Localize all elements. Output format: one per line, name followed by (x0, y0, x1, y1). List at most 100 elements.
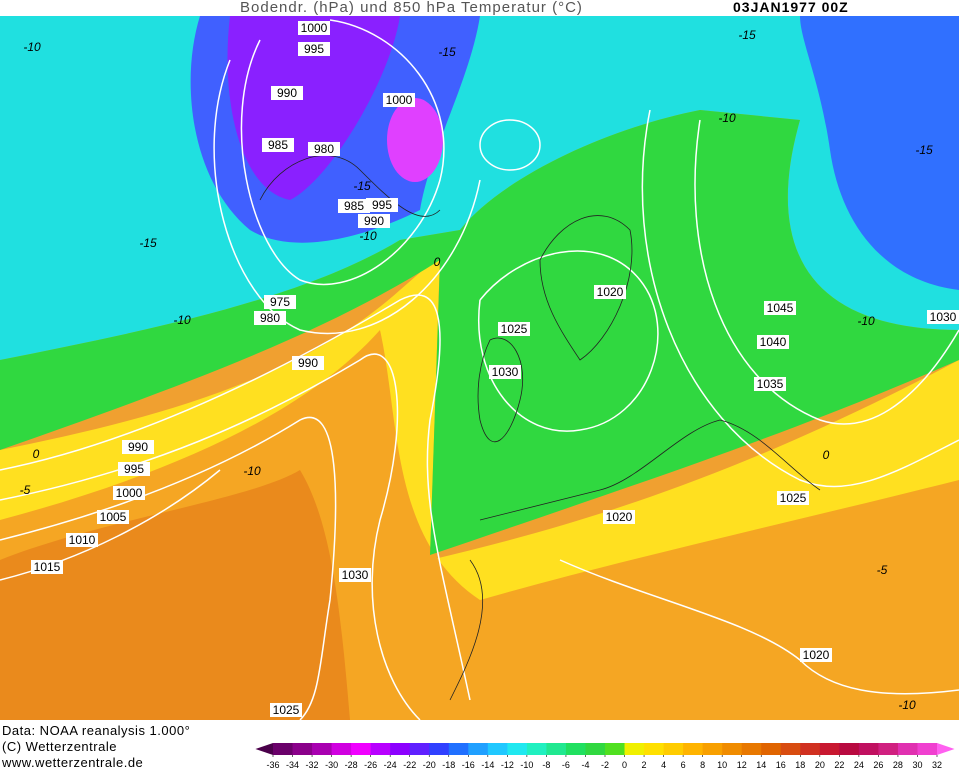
temperature-label: 0 (823, 448, 830, 462)
isobar-label: 990 (271, 86, 303, 100)
isobar-label-box (800, 648, 832, 662)
colorbar-segment (605, 743, 626, 755)
isobar-label-box (927, 310, 959, 324)
isobar-label-box (31, 560, 63, 574)
colorbar-segment (858, 743, 879, 755)
temperature-label: -5 (20, 483, 31, 497)
isobar-label-box (298, 21, 330, 35)
colorbar-segment (273, 743, 294, 755)
colorbar-segment (839, 743, 860, 755)
colorbar-segment (585, 743, 606, 755)
isobar (240, 19, 445, 286)
isobar (479, 119, 541, 171)
colorbar-segment (819, 743, 840, 755)
colorbar-segment (683, 743, 704, 755)
isobar-label-text: 990 (277, 86, 297, 100)
isobar (478, 250, 659, 432)
isobar-label-box (594, 285, 626, 299)
isobar-label-text: 1045 (767, 301, 794, 315)
isobar-label-box (308, 142, 340, 156)
website: www.wetterzentrale.de (1, 755, 143, 770)
isobar-label: 1005 (97, 510, 129, 524)
isobar-label-text: 1040 (760, 335, 787, 349)
isobar-label-text: 1020 (803, 648, 830, 662)
isobar-label-box (498, 322, 530, 336)
temperature-label: -15 (738, 28, 756, 42)
colorbar-tick-label: -8 (542, 760, 550, 770)
isobar-label-box (339, 568, 371, 582)
colorbar-segment (507, 743, 528, 755)
isobar-label-text: 1030 (930, 310, 957, 324)
colorbar-segment (546, 743, 567, 755)
isobar-label-box (754, 377, 786, 391)
isobar-label-box (270, 703, 302, 717)
colorbar-segment (370, 743, 391, 755)
isobar-label-text: 995 (304, 42, 324, 56)
temperature-label: -10 (173, 313, 191, 327)
isobar (0, 469, 221, 581)
colorbar-tick-label: 14 (756, 760, 766, 770)
colorbar-segment (897, 743, 918, 755)
colorbar-segment (448, 743, 469, 755)
isobar-label-text: 990 (364, 214, 384, 228)
isobar-label-text: 1000 (116, 486, 143, 500)
isobar-label: 1000 (113, 486, 145, 500)
colorbar-tick-label: -14 (481, 760, 494, 770)
isobar-label: 990 (358, 214, 390, 228)
isobar-label-box (777, 491, 809, 505)
map-title: Bodendr. (hPa) und 850 hPa Temperatur (°… (240, 0, 583, 16)
isobar-label: 995 (366, 198, 398, 212)
temperature-label: -10 (243, 464, 261, 478)
isobar-label-box (358, 214, 390, 228)
isobar-label: 980 (254, 311, 286, 325)
isobar-label: 1030 (489, 365, 521, 379)
isobar-label-text: 1010 (69, 533, 96, 547)
colorbar-segment (331, 743, 352, 755)
isobar-label-text: 1025 (273, 703, 300, 717)
colorbar-segment (565, 743, 586, 755)
colorbar-tick-label: -26 (364, 760, 377, 770)
isobar-label: 985 (262, 138, 294, 152)
colorbar-segment (624, 743, 645, 755)
isobar-label-text: 1020 (597, 285, 624, 299)
isobar-label-text: 985 (344, 199, 364, 213)
isobar (0, 353, 421, 721)
isobar (213, 59, 481, 335)
isobar-label: 1020 (594, 285, 626, 299)
colorbar-segment (292, 743, 313, 755)
isobar-label: 990 (122, 440, 154, 454)
isobar-label-text: 1030 (342, 568, 369, 582)
colorbar-tick-label: 18 (795, 760, 805, 770)
colorbar-tick-label: -28 (345, 760, 358, 770)
isobar-label-text: 1005 (100, 510, 127, 524)
colorbar-segment (741, 743, 762, 755)
isobar (641, 109, 959, 488)
colorbar-tick-label: -6 (562, 760, 570, 770)
colorbar-segment (917, 743, 938, 755)
isobar-label: 990 (292, 356, 324, 370)
colorbar-segment (487, 743, 508, 755)
extreme-cold-spot (387, 98, 443, 182)
isobar-label-box (292, 356, 324, 370)
colorbar-segment (468, 743, 489, 755)
colorbar-segment (780, 743, 801, 755)
colorbar-segment (878, 743, 899, 755)
temperature-label: -10 (23, 40, 41, 54)
extreme-cold-region (227, 16, 400, 200)
isobar-label: 1035 (754, 377, 786, 391)
colorbar-arrow-high (937, 743, 955, 755)
temperature-label: -10 (857, 314, 875, 328)
colorbar-segment (429, 743, 450, 755)
colorbar-tick-label: 4 (661, 760, 666, 770)
isobar-label: 995 (118, 462, 150, 476)
colorbar-segment (312, 743, 333, 755)
isobar-label-text: 1020 (606, 510, 633, 524)
isobar-label: 1030 (339, 568, 371, 582)
colorbar: -36 -34 -32 -30 -28 -26 -24 -22 -20 -18 -16 -14 -12-… (255, 743, 955, 770)
isobar (0, 294, 471, 701)
colorbar-segment (761, 743, 782, 755)
temperature-label: -15 (353, 179, 371, 193)
colorbar-segment (526, 743, 547, 755)
isobar-label-box (122, 440, 154, 454)
